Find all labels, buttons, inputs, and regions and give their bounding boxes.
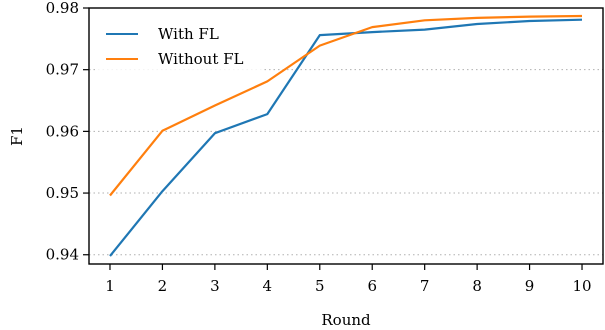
legend-label-without-fl: Without FL	[158, 50, 244, 68]
x-tick-label: 2	[158, 277, 168, 295]
x-axis-ticks: 1 2 3 4 5 6 7 8 9 10	[105, 264, 592, 295]
x-tick-label: 8	[472, 277, 482, 295]
x-tick-label: 7	[420, 277, 430, 295]
plot-frame	[88, 7, 604, 265]
x-tick-label: 5	[315, 277, 325, 295]
grid-lines	[89, 69, 603, 256]
y-tick-label: 0.97	[46, 61, 79, 79]
x-tick-label: 3	[210, 277, 220, 295]
legend-box	[96, 14, 264, 72]
x-tick-label: 1	[105, 277, 115, 295]
series-line-with-fl	[109, 18, 583, 257]
legend-label-with-fl: With FL	[158, 25, 219, 43]
x-tick-label: 6	[367, 277, 377, 295]
y-axis-label: F1	[8, 126, 26, 146]
x-tick-label: 9	[525, 277, 535, 295]
y-tick-label: 0.94	[46, 246, 79, 264]
x-tick-label: 4	[263, 277, 273, 295]
y-axis-ticks: 0.94 0.95 0.96 0.97 0.98	[46, 0, 89, 264]
y-tick-label: 0.98	[46, 0, 79, 17]
y-tick-label: 0.96	[46, 122, 79, 140]
series-lines	[109, 14, 583, 257]
x-tick-label: 10	[572, 277, 591, 295]
y-tick-label: 0.95	[46, 184, 79, 202]
x-axis-label: Round	[321, 311, 371, 329]
legend: With FL Without FL	[96, 14, 264, 72]
series-line-without-fl	[109, 14, 583, 197]
